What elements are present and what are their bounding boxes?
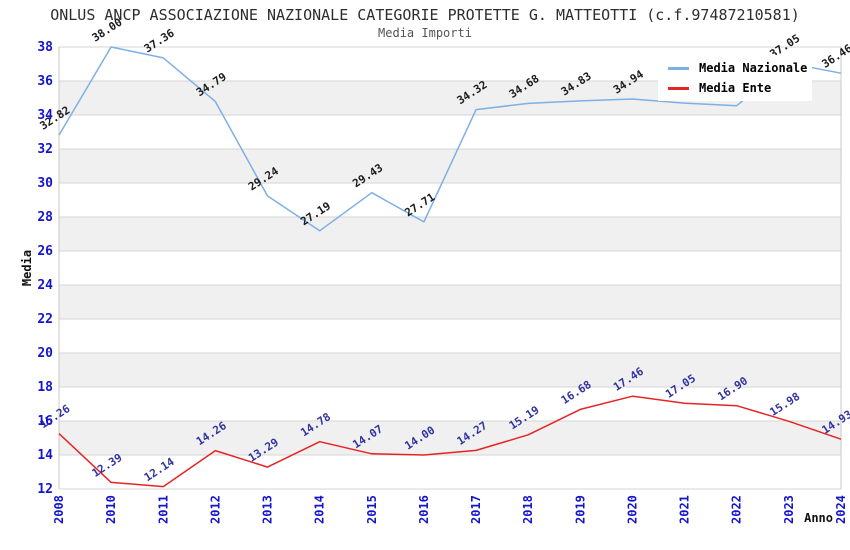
legend-label-nazionale: Media Nazionale xyxy=(699,61,808,75)
legend-label-ente: Media Ente xyxy=(699,81,772,95)
y-tick-label: 32 xyxy=(37,142,53,157)
series-line-media-ente xyxy=(58,395,842,488)
plot-band xyxy=(59,115,841,149)
x-tick-label: 2011 xyxy=(156,495,170,524)
x-axis-title: Anno xyxy=(804,511,833,525)
plot-band xyxy=(59,183,841,217)
legend-swatch-nazionale-icon xyxy=(668,66,689,70)
x-tick-label: 2008 xyxy=(52,495,66,524)
plot-band xyxy=(59,251,841,285)
x-tick-label: 2022 xyxy=(730,495,744,524)
x-tick-label: 2015 xyxy=(365,495,379,524)
x-tick-label: 2021 xyxy=(678,495,692,524)
x-tick-label: 2010 xyxy=(104,495,118,524)
y-tick-label: 12 xyxy=(37,482,53,497)
x-tick-label: 2013 xyxy=(261,495,275,524)
chart-subtitle: Media Importi xyxy=(378,26,472,40)
x-tick-label: 2018 xyxy=(521,495,535,524)
plot-band xyxy=(59,353,841,387)
y-tick-label: 28 xyxy=(37,210,53,225)
plot-band xyxy=(59,285,841,319)
plot-band xyxy=(59,421,841,455)
legend-swatch-ente-icon xyxy=(668,86,689,90)
x-tick-label: 2014 xyxy=(313,495,327,524)
x-tick-label: 2023 xyxy=(782,495,796,524)
plot-band xyxy=(59,319,841,353)
y-tick-label: 34 xyxy=(37,108,53,123)
x-tick-label: 2024 xyxy=(834,495,848,524)
legend-item-media-nazionale: Media Nazionale xyxy=(658,61,812,75)
chart-title: ONLUS ANCP ASSOCIAZIONE NAZIONALE CATEGO… xyxy=(50,6,800,24)
x-tick-label: 2020 xyxy=(626,495,640,524)
y-tick-label: 36 xyxy=(37,74,53,89)
y-tick-label: 22 xyxy=(37,312,53,327)
y-tick-label: 30 xyxy=(37,176,53,191)
y-tick-label: 38 xyxy=(37,40,53,55)
x-tick-label: 2017 xyxy=(469,495,483,524)
series-line-media-nazionale xyxy=(58,46,842,232)
point-label: 38.00 xyxy=(90,16,125,45)
y-tick-label: 16 xyxy=(37,414,53,429)
plot-band xyxy=(59,217,841,251)
y-tick-label: 26 xyxy=(37,244,53,259)
y-tick-label: 24 xyxy=(37,278,53,293)
y-tick-label: 20 xyxy=(37,346,53,361)
y-tick-label: 14 xyxy=(37,448,53,463)
x-tick-label: 2016 xyxy=(417,495,431,524)
x-tick-label: 2019 xyxy=(573,495,587,524)
x-tick-label: 2012 xyxy=(208,495,222,524)
y-axis-title: Media xyxy=(20,250,34,286)
legend-item-media-ente: Media Ente xyxy=(658,81,812,95)
plot-band xyxy=(59,455,841,489)
y-tick-label: 18 xyxy=(37,380,53,395)
legend: Media Nazionale Media Ente xyxy=(658,55,812,101)
